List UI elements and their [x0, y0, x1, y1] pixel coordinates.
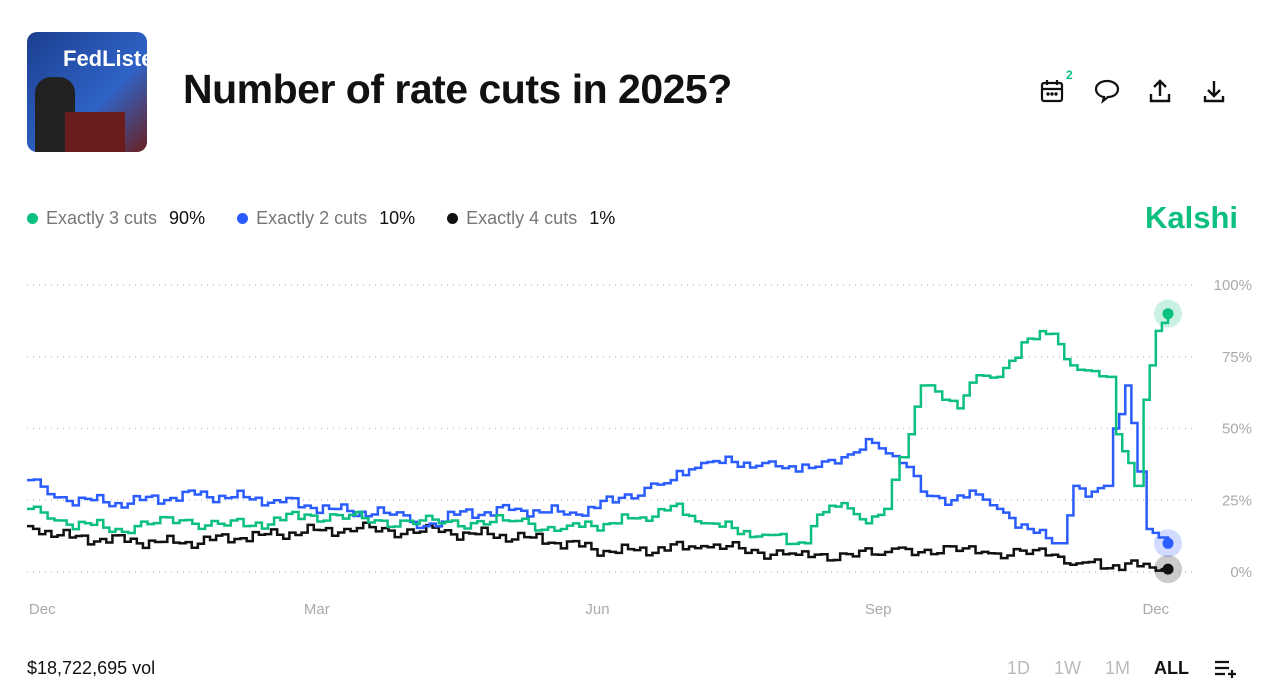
y-tick-label: 0% [1230, 564, 1252, 581]
comment-icon[interactable] [1094, 78, 1120, 104]
x-tick-label: Jun [585, 601, 609, 618]
range-all[interactable]: ALL [1154, 658, 1190, 678]
legend-item-2-cuts[interactable]: Exactly 2 cuts 10% [237, 208, 415, 229]
range-1d[interactable]: 1D [1007, 658, 1031, 678]
thumbnail-logo-text: FedListens [63, 46, 147, 71]
volume: $18,722,695 vol [27, 658, 156, 678]
range-1w[interactable]: 1W [1054, 658, 1082, 678]
page-title: Number of rate cuts in 2025? [183, 66, 732, 112]
y-tick-label: 50% [1222, 421, 1252, 438]
legend-dot [447, 213, 459, 224]
legend-dot [27, 213, 38, 224]
legend-dot [237, 213, 249, 224]
y-tick-label: 75% [1222, 349, 1252, 366]
calendar-icon[interactable] [1040, 78, 1064, 104]
market-thumbnail: FedListens [27, 32, 147, 152]
series-line [27, 313, 1170, 546]
kalshi-logo: Kalshi [1145, 200, 1239, 235]
series-line [27, 384, 1170, 545]
legend-value: 1% [589, 208, 616, 228]
price-history-chart: 100% 75% 50% 25% 0% Dec Mar Jun Sep Dec [27, 277, 1252, 618]
series-end-point [1162, 308, 1174, 320]
x-tick-label: Sep [865, 601, 892, 618]
x-tick-label: Dec [29, 601, 56, 618]
download-icon[interactable] [1202, 78, 1226, 104]
legend-label: Exactly 3 cuts [46, 208, 158, 228]
legend-label: Exactly 2 cuts [256, 208, 368, 228]
legend-item-4-cuts[interactable]: Exactly 4 cuts 1% [447, 208, 615, 229]
y-tick-label: 25% [1222, 492, 1252, 509]
x-tick-label: Dec [1142, 601, 1169, 618]
legend-label: Exactly 4 cuts [466, 208, 578, 228]
share-icon[interactable] [1148, 78, 1172, 104]
series-line [27, 521, 1170, 572]
series-end-point [1162, 537, 1174, 549]
series-end-point [1162, 563, 1174, 575]
range-1m[interactable]: 1M [1105, 658, 1131, 678]
legend-value: 90% [169, 208, 206, 228]
y-tick-label: 100% [1214, 277, 1252, 294]
calendar-badge: 2 [1066, 68, 1073, 82]
chart-settings-icon[interactable] [1213, 658, 1239, 683]
legend-item-3-cuts[interactable]: Exactly 3 cuts 90% [27, 208, 205, 229]
x-tick-label: Mar [304, 601, 330, 618]
legend-value: 10% [379, 208, 416, 228]
